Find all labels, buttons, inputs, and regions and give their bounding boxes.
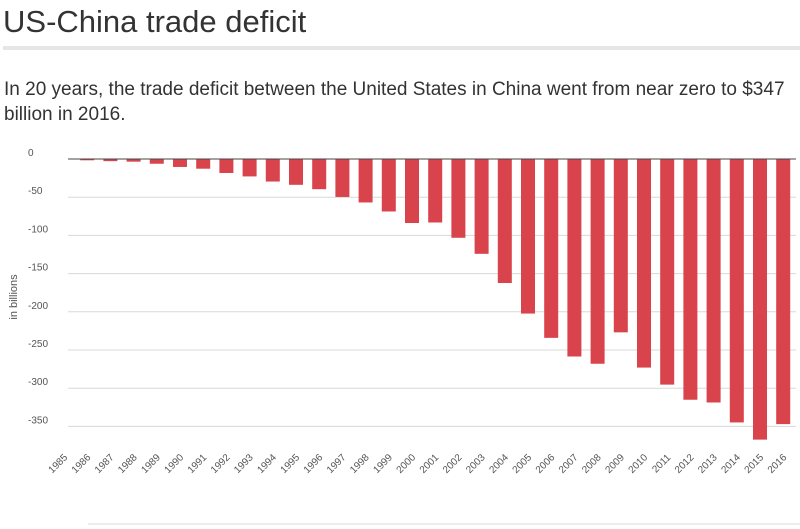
bar-1995	[289, 159, 303, 185]
x-tick-label: 1995	[279, 452, 303, 476]
x-tick-label: 1987	[93, 452, 117, 476]
bar-2013	[706, 159, 721, 403]
x-tick-label: 1989	[139, 452, 163, 476]
y-axis-label: in billions	[8, 274, 20, 320]
x-tick-label: 1992	[209, 452, 233, 476]
bar-2007	[567, 159, 582, 357]
y-tick-label: -100	[28, 224, 48, 235]
x-tick-label: 2011	[650, 452, 673, 475]
title-divider	[3, 46, 800, 50]
y-tick-label: -350	[28, 415, 48, 426]
y-tick-label: -50	[28, 186, 43, 197]
bar-2011	[660, 159, 675, 385]
x-tick-label: 2002	[441, 452, 465, 476]
x-tick-label: 2014	[719, 452, 743, 476]
bar-2002	[451, 159, 466, 238]
x-tick-label: 2016	[766, 452, 790, 476]
x-tick-label: 1994	[255, 452, 279, 476]
bar-2001	[428, 159, 443, 223]
bar-2004	[497, 159, 512, 283]
bar-1997	[335, 159, 350, 197]
x-axis-tick-labels: 1985 1986 1987 1988 1989 1990 1991 1992 1993 1994…	[47, 452, 790, 476]
bar-2003	[474, 159, 489, 254]
x-tick-label: 2001	[418, 452, 442, 476]
x-tick-label: 1990	[163, 452, 187, 476]
x-tick-label: 1986	[70, 452, 94, 476]
y-tick-label: -250	[28, 339, 48, 350]
x-tick-label: 2007	[557, 452, 581, 476]
y-axis-tick-labels: 0 -50 -100 -150 -200 -250 -300 -350	[28, 148, 48, 426]
x-tick-label: 2004	[487, 452, 511, 476]
x-tick-label: 2013	[696, 452, 720, 476]
x-tick-label: 2009	[603, 452, 627, 476]
bar-1993	[242, 159, 257, 177]
x-tick-label: 1985	[47, 452, 71, 476]
bottom-divider	[88, 523, 800, 525]
bar-1987	[103, 159, 118, 162]
x-tick-label: 2006	[534, 452, 558, 476]
x-tick-label: 1998	[348, 452, 372, 476]
bar-2015	[753, 159, 767, 440]
x-tick-label: 1999	[371, 452, 395, 476]
bar-1988	[126, 159, 141, 162]
bar-1991	[196, 159, 211, 169]
bar-2005	[521, 159, 535, 314]
x-tick-label: 1991	[186, 452, 210, 476]
y-tick-label: -150	[28, 263, 48, 274]
x-tick-label: 1997	[325, 452, 349, 476]
x-tick-label: 2012	[673, 452, 697, 476]
bar-2000	[405, 159, 419, 224]
bar-2009	[613, 159, 628, 333]
grid-lines	[68, 196, 796, 427]
bar-1994	[265, 159, 280, 182]
y-tick-label: 0	[28, 148, 34, 159]
x-tick-label: 2010	[627, 452, 651, 476]
bar-2012	[683, 159, 698, 400]
x-tick-label: 2003	[464, 452, 488, 476]
y-tick-label: -300	[28, 377, 48, 388]
x-tick-label: 1996	[302, 452, 326, 476]
bar-2014	[729, 159, 744, 423]
bar-2016	[776, 159, 791, 425]
bar-1992	[219, 159, 234, 173]
page-subtitle: In 20 years, the trade deficit between t…	[4, 79, 785, 125]
bar-1989	[149, 159, 164, 164]
x-tick-label: 1993	[232, 452, 256, 476]
x-tick-label: 1988	[116, 452, 140, 476]
bar-2006	[544, 159, 559, 338]
bars	[80, 159, 791, 440]
bar-1990	[173, 159, 187, 167]
page-title: US-China trade deficit	[3, 4, 307, 39]
x-tick-label: 2005	[511, 452, 535, 476]
x-tick-label: 2008	[580, 452, 604, 476]
y-tick-label: -200	[28, 301, 48, 312]
bar-1986	[80, 159, 95, 161]
x-tick-label: 2015	[743, 452, 767, 476]
bar-1999	[381, 159, 396, 212]
bar-1998	[358, 159, 373, 203]
x-tick-label: 2000	[395, 452, 419, 476]
trade-deficit-bar-chart: 0-50-100-150-200-250-300-350 1985 1986 198…	[8, 148, 796, 476]
bar-2010	[637, 159, 651, 368]
bar-1996	[312, 159, 327, 190]
bar-2008	[590, 159, 605, 364]
